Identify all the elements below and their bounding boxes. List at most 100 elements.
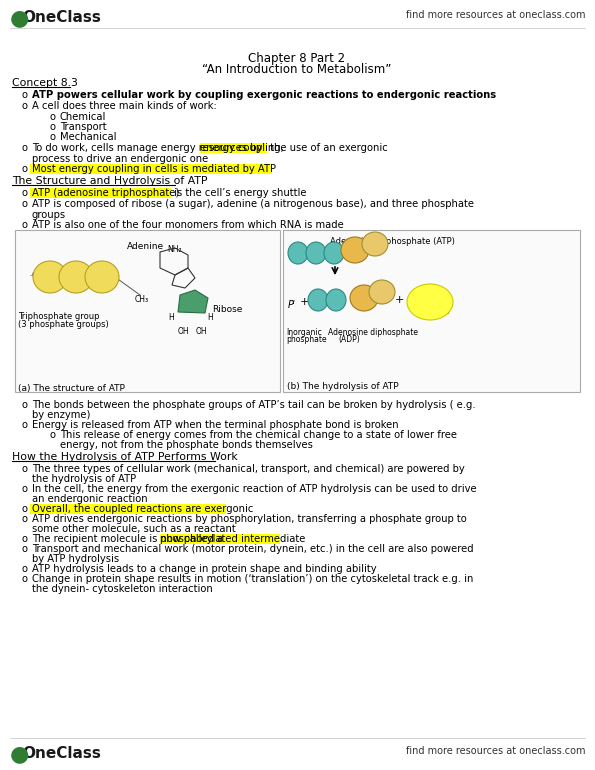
Text: ATP (adenosine triphosphate): ATP (adenosine triphosphate) xyxy=(32,188,179,198)
Text: Energy is released from ATP when the terminal phosphate bond is broken: Energy is released from ATP when the ter… xyxy=(32,420,399,430)
Text: energy coupling,: energy coupling, xyxy=(200,143,284,153)
Text: ATP is also one of the four monomers from which RNA is made: ATP is also one of the four monomers fro… xyxy=(32,220,344,230)
Ellipse shape xyxy=(324,242,344,264)
Text: o: o xyxy=(22,400,28,410)
Text: Triphosphate group: Triphosphate group xyxy=(18,312,99,321)
Ellipse shape xyxy=(85,261,119,293)
Text: To do work, cells manage energy resources by: To do work, cells manage energy resource… xyxy=(32,143,265,153)
Text: process to drive an endergonic one: process to drive an endergonic one xyxy=(32,154,208,164)
FancyBboxPatch shape xyxy=(30,164,272,174)
Text: phosphorylated intermediate: phosphorylated intermediate xyxy=(160,534,305,544)
Text: o: o xyxy=(22,420,28,430)
Text: o: o xyxy=(50,122,56,132)
Text: (b) The hydrolysis of ATP: (b) The hydrolysis of ATP xyxy=(287,382,399,391)
Text: Concept 8.3: Concept 8.3 xyxy=(12,78,78,88)
Text: o: o xyxy=(22,514,28,524)
Text: (a) The structure of ATP: (a) The structure of ATP xyxy=(18,384,125,393)
Text: o: o xyxy=(22,220,28,230)
Text: o: o xyxy=(22,544,28,554)
Text: groups: groups xyxy=(32,210,66,220)
Text: A cell does three main kinds of work:: A cell does three main kinds of work: xyxy=(32,101,217,111)
Text: o: o xyxy=(50,112,56,122)
Text: o: o xyxy=(22,534,28,544)
Text: ATP is composed of ribose (a sugar), adenine (a nitrogenous base), and three pho: ATP is composed of ribose (a sugar), ade… xyxy=(32,199,474,209)
Text: phosphate: phosphate xyxy=(286,335,327,344)
Ellipse shape xyxy=(33,261,67,293)
Ellipse shape xyxy=(407,284,453,320)
Ellipse shape xyxy=(59,261,93,293)
Ellipse shape xyxy=(288,242,308,264)
Text: ●: ● xyxy=(10,8,29,28)
Ellipse shape xyxy=(362,232,388,256)
Text: The recipient molecule is now called a: The recipient molecule is now called a xyxy=(32,534,226,544)
Text: +: + xyxy=(300,297,309,307)
Text: ATP drives endergonic reactions by phosphorylation, transferring a phosphate gro: ATP drives endergonic reactions by phosp… xyxy=(32,514,466,524)
Text: Overall, the coupled reactions are exergonic: Overall, the coupled reactions are exerg… xyxy=(32,504,253,514)
Text: o: o xyxy=(22,164,28,174)
Text: find more resources at oneclass.com: find more resources at oneclass.com xyxy=(406,746,585,756)
Ellipse shape xyxy=(308,289,328,311)
Text: o: o xyxy=(50,132,56,142)
Text: “An Introduction to Metabolism”: “An Introduction to Metabolism” xyxy=(202,63,392,76)
FancyBboxPatch shape xyxy=(283,230,580,392)
Text: +: + xyxy=(395,295,405,305)
Text: The bonds between the phosphate groups of ATP’s tail can be broken by hydrolysis: The bonds between the phosphate groups o… xyxy=(32,400,475,410)
Ellipse shape xyxy=(306,242,326,264)
FancyBboxPatch shape xyxy=(30,504,226,514)
FancyBboxPatch shape xyxy=(15,230,280,392)
Text: Change in protein shape results in motion (‘translation’) on the cytoskeletal tr: Change in protein shape results in motio… xyxy=(32,574,474,584)
Text: o: o xyxy=(22,199,28,209)
Text: Transport: Transport xyxy=(60,122,107,132)
Text: Adenosine diphosphate: Adenosine diphosphate xyxy=(328,328,418,337)
Text: This release of energy comes from the chemical change to a state of lower free: This release of energy comes from the ch… xyxy=(60,430,457,440)
Text: Chapter 8 Part 2: Chapter 8 Part 2 xyxy=(249,52,346,65)
Text: Chemical: Chemical xyxy=(60,112,107,122)
Text: some other molecule, such as a reactant: some other molecule, such as a reactant xyxy=(32,524,236,534)
Text: ATP hydrolysis leads to a change in protein shape and binding ability: ATP hydrolysis leads to a change in prot… xyxy=(32,564,377,574)
Text: o: o xyxy=(22,101,28,111)
Text: o: o xyxy=(22,143,28,153)
Text: by enzyme): by enzyme) xyxy=(32,410,90,420)
Ellipse shape xyxy=(369,280,395,304)
Text: NH₂: NH₂ xyxy=(167,245,181,254)
Text: OH: OH xyxy=(178,327,190,336)
Text: Transport and mechanical work (motor protein, dynein, etc.) in the cell are also: Transport and mechanical work (motor pro… xyxy=(32,544,474,554)
FancyBboxPatch shape xyxy=(200,143,267,153)
Text: The Structure and Hydrolysis of ATP: The Structure and Hydrolysis of ATP xyxy=(12,176,208,186)
FancyBboxPatch shape xyxy=(30,188,171,198)
Ellipse shape xyxy=(326,289,346,311)
Text: Pᴵ: Pᴵ xyxy=(288,300,296,310)
Text: by ATP hydrolysis: by ATP hydrolysis xyxy=(32,554,119,564)
Text: How the Hydrolysis of ATP Performs Work: How the Hydrolysis of ATP Performs Work xyxy=(12,452,238,462)
Text: Adenosine triphosphate (ATP): Adenosine triphosphate (ATP) xyxy=(330,237,455,246)
Text: OH: OH xyxy=(196,327,208,336)
Text: o: o xyxy=(22,188,28,198)
Text: H: H xyxy=(168,313,174,322)
FancyBboxPatch shape xyxy=(160,534,280,544)
Text: o: o xyxy=(22,574,28,584)
Ellipse shape xyxy=(350,285,378,311)
Text: o: o xyxy=(50,430,56,440)
Text: Inorganic: Inorganic xyxy=(286,328,322,337)
Text: the hydrolysis of ATP: the hydrolysis of ATP xyxy=(32,474,136,484)
Text: Ribose: Ribose xyxy=(212,305,242,314)
Text: Energy: Energy xyxy=(418,305,451,314)
Text: ATP powers cellular work by coupling exergonic reactions to endergonic reactions: ATP powers cellular work by coupling exe… xyxy=(32,90,496,100)
Text: The three types of cellular work (mechanical, transport, and chemical) are power: The three types of cellular work (mechan… xyxy=(32,464,465,474)
Text: OneClass: OneClass xyxy=(22,10,101,25)
Text: CH₃: CH₃ xyxy=(135,295,149,304)
Text: Adenine: Adenine xyxy=(127,242,164,251)
Polygon shape xyxy=(178,290,208,313)
Text: energy, not from the phosphate bonds themselves: energy, not from the phosphate bonds the… xyxy=(60,440,313,450)
Text: In the cell, the energy from the exergonic reaction of ATP hydrolysis can be use: In the cell, the energy from the exergon… xyxy=(32,484,477,494)
Text: find more resources at oneclass.com: find more resources at oneclass.com xyxy=(406,10,585,20)
Text: Most energy coupling in cells is mediated by ATP: Most energy coupling in cells is mediate… xyxy=(32,164,276,174)
Text: o: o xyxy=(22,90,28,100)
Text: o: o xyxy=(22,504,28,514)
Text: the use of an exergonic: the use of an exergonic xyxy=(267,143,388,153)
Text: H: H xyxy=(207,313,213,322)
Text: -O-P-O-P-O-P-O-: -O-P-O-P-O-P-O- xyxy=(30,272,86,278)
Ellipse shape xyxy=(341,237,369,263)
Text: (3 phosphate groups): (3 phosphate groups) xyxy=(18,320,109,329)
Text: o: o xyxy=(22,484,28,494)
